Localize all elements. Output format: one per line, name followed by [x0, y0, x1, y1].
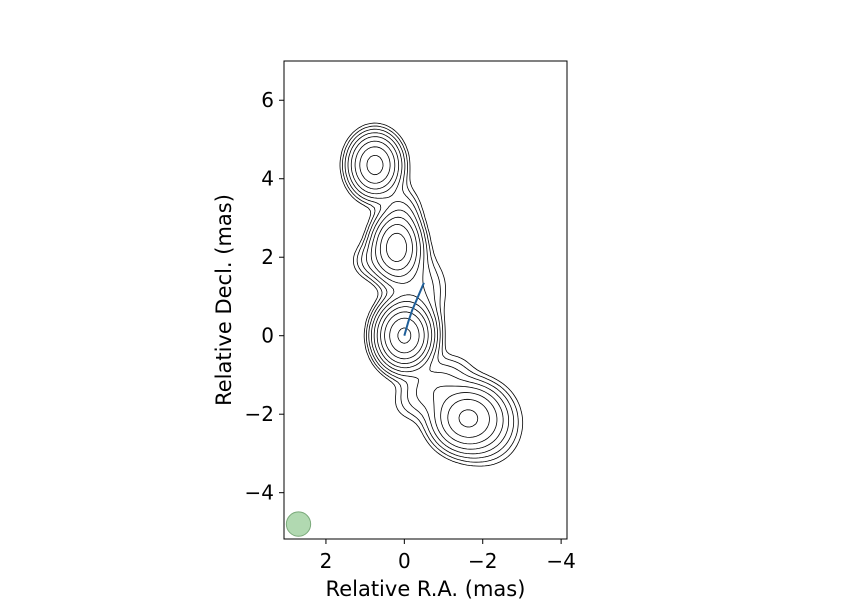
y-tick-label: −2 [245, 402, 274, 426]
contour-level-8 [366, 154, 479, 428]
x-axis-label: Relative R.A. (mas) [326, 577, 526, 600]
x-tick-label: 0 [398, 549, 411, 573]
beam-ellipse [285, 511, 312, 537]
contour-level-3 [344, 128, 515, 459]
y-axis-label: Relative Decl. (mas) [212, 194, 236, 406]
contour-level-7 [359, 146, 490, 438]
contour-level-9 [389, 317, 420, 354]
contour-level-1 [339, 122, 524, 467]
x-tick-label: −2 [468, 549, 497, 573]
jet-track [403, 282, 425, 336]
beam-shape [285, 511, 312, 537]
x-tick-label: 2 [320, 549, 333, 573]
y-tick-label: 6 [261, 88, 274, 112]
x-axis-ticks: 2 0 −2 −4 [320, 539, 576, 573]
y-tick-label: −4 [245, 481, 274, 505]
x-tick-label: −4 [546, 549, 575, 573]
contour-level-6 [354, 140, 498, 445]
contour-level-5 [350, 136, 504, 450]
contour-map [339, 122, 524, 467]
y-tick-label: 2 [261, 245, 274, 269]
track-line [403, 282, 425, 336]
contour-level-2 [342, 125, 519, 463]
y-tick-label: 0 [261, 324, 274, 348]
contour-level-4 [347, 132, 510, 455]
y-tick-label: 4 [261, 167, 274, 191]
y-axis-ticks: 6 4 2 0 −2 −4 [245, 88, 284, 505]
plot-frame [283, 60, 568, 540]
